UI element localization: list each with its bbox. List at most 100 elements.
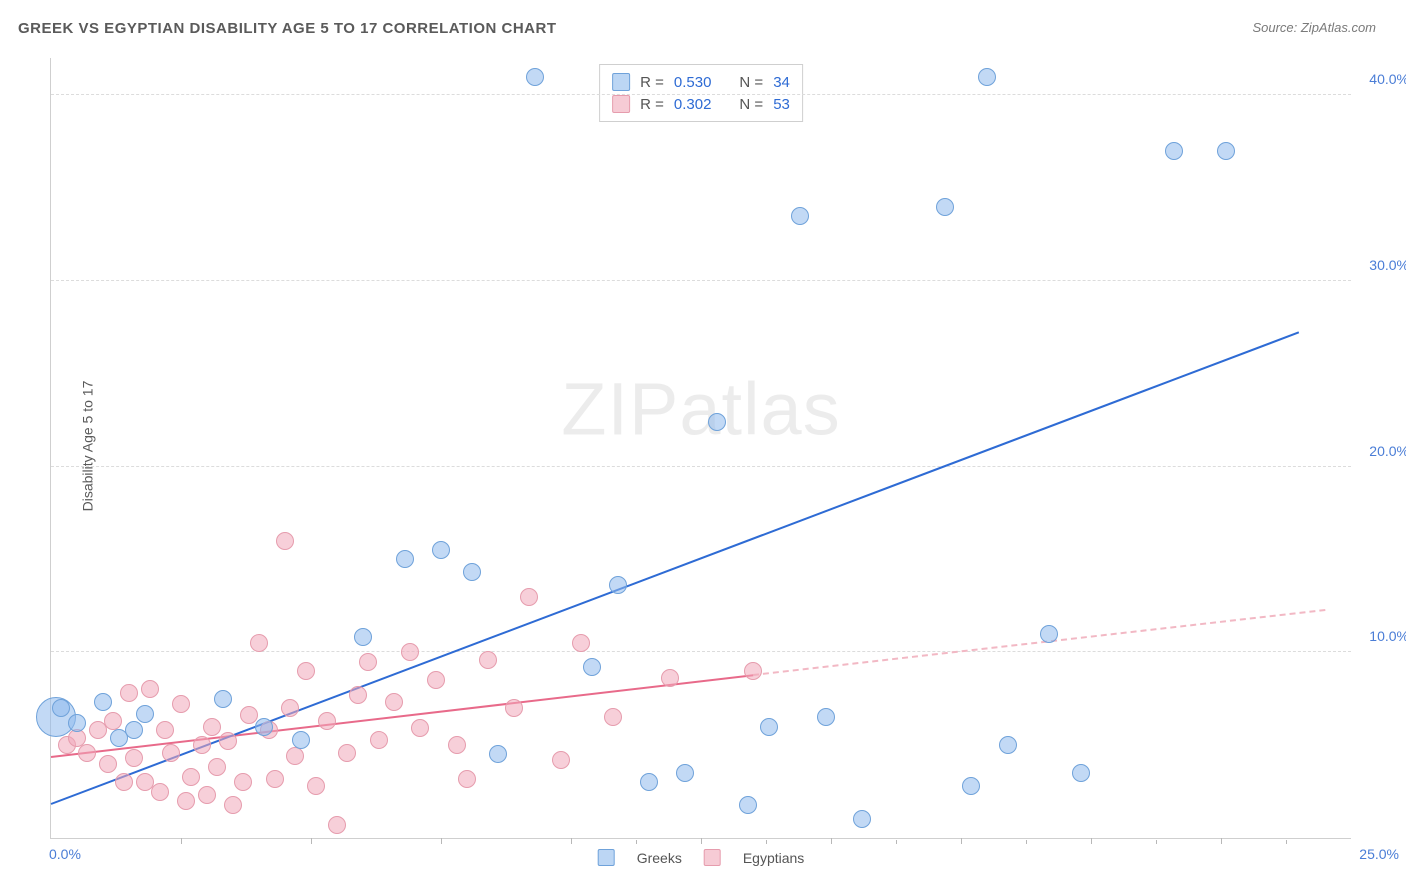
data-point-egyptians — [448, 736, 466, 754]
data-point-egyptians — [198, 786, 216, 804]
data-point-greeks — [255, 718, 273, 736]
series-legend: Greeks Egyptians — [598, 849, 805, 866]
data-point-egyptians — [224, 796, 242, 814]
data-point-egyptians — [99, 755, 117, 773]
y-tick-label: 20.0% — [1369, 443, 1406, 459]
data-point-egyptians — [172, 695, 190, 713]
data-point-egyptians — [281, 699, 299, 717]
data-point-greeks — [463, 563, 481, 581]
y-tick-label: 40.0% — [1369, 71, 1406, 87]
data-point-egyptians — [276, 532, 294, 550]
legend-row-egyptians: R = 0.302 N = 53 — [612, 93, 790, 115]
data-point-egyptians — [193, 736, 211, 754]
data-point-greeks — [962, 777, 980, 795]
data-point-greeks — [853, 810, 871, 828]
x-tick — [1026, 840, 1027, 844]
data-point-greeks — [1165, 142, 1183, 160]
data-point-greeks — [999, 736, 1017, 754]
x-tick — [896, 840, 897, 844]
x-tick — [961, 838, 962, 844]
x-tick — [571, 838, 572, 844]
data-point-greeks — [1040, 625, 1058, 643]
data-point-egyptians — [203, 718, 221, 736]
data-point-egyptians — [572, 634, 590, 652]
x-tick — [1221, 838, 1222, 844]
data-point-greeks — [1072, 764, 1090, 782]
swatch-pink-icon — [704, 849, 721, 866]
data-point-egyptians — [411, 719, 429, 737]
watermark: ZIPatlas — [561, 367, 840, 452]
x-tick — [1286, 840, 1287, 844]
source-attribution: Source: ZipAtlas.com — [1252, 20, 1376, 35]
data-point-egyptians — [141, 680, 159, 698]
x-tick — [1091, 838, 1092, 844]
chart-title: GREEK VS EGYPTIAN DISABILITY AGE 5 TO 17… — [18, 20, 557, 37]
data-point-egyptians — [318, 712, 336, 730]
data-point-greeks — [68, 714, 86, 732]
data-point-greeks — [978, 68, 996, 86]
trend-line-egyptians-extrapolated — [753, 609, 1325, 676]
data-point-egyptians — [286, 747, 304, 765]
data-point-greeks — [94, 693, 112, 711]
data-point-greeks — [817, 708, 835, 726]
legend-label-greeks: Greeks — [637, 850, 682, 866]
data-point-greeks — [125, 721, 143, 739]
legend-label-egyptians: Egyptians — [743, 850, 804, 866]
gridline — [51, 651, 1351, 652]
data-point-greeks — [526, 68, 544, 86]
data-point-egyptians — [552, 751, 570, 769]
x-axis-max-label: 25.0% — [1359, 846, 1399, 862]
x-tick — [701, 838, 702, 844]
data-point-egyptians — [250, 634, 268, 652]
data-point-greeks — [739, 796, 757, 814]
data-point-greeks — [292, 731, 310, 749]
data-point-egyptians — [385, 693, 403, 711]
data-point-egyptians — [359, 653, 377, 671]
data-point-egyptians — [151, 783, 169, 801]
x-tick — [181, 838, 182, 844]
data-point-egyptians — [182, 768, 200, 786]
data-point-egyptians — [240, 706, 258, 724]
x-tick — [766, 840, 767, 844]
swatch-pink-icon — [612, 95, 630, 113]
data-point-egyptians — [401, 643, 419, 661]
data-point-greeks — [708, 413, 726, 431]
data-point-greeks — [609, 576, 627, 594]
x-tick — [311, 838, 312, 844]
data-point-egyptians — [307, 777, 325, 795]
data-point-greeks — [136, 705, 154, 723]
data-point-egyptians — [505, 699, 523, 717]
data-point-greeks — [1217, 142, 1235, 160]
data-point-egyptians — [297, 662, 315, 680]
data-point-greeks — [676, 764, 694, 782]
data-point-egyptians — [520, 588, 538, 606]
x-axis-origin-label: 0.0% — [49, 846, 81, 862]
data-point-egyptians — [370, 731, 388, 749]
data-point-egyptians — [78, 744, 96, 762]
gridline — [51, 280, 1351, 281]
data-point-greeks — [52, 699, 70, 717]
data-point-egyptians — [125, 749, 143, 767]
correlation-legend: R = 0.530 N = 34 R = 0.302 N = 53 — [599, 64, 803, 122]
data-point-egyptians — [266, 770, 284, 788]
data-point-egyptians — [458, 770, 476, 788]
data-point-greeks — [791, 207, 809, 225]
data-point-greeks — [583, 658, 601, 676]
data-point-egyptians — [162, 744, 180, 762]
x-tick — [636, 840, 637, 844]
data-point-egyptians — [328, 816, 346, 834]
scatter-plot-area: ZIPatlas R = 0.530 N = 34 R = 0.302 N = … — [50, 58, 1351, 839]
data-point-greeks — [354, 628, 372, 646]
data-point-egyptians — [156, 721, 174, 739]
trend-line-greeks — [51, 331, 1300, 805]
data-point-egyptians — [604, 708, 622, 726]
data-point-egyptians — [234, 773, 252, 791]
data-point-greeks — [936, 198, 954, 216]
data-point-egyptians — [177, 792, 195, 810]
gridline — [51, 466, 1351, 467]
data-point-egyptians — [479, 651, 497, 669]
data-point-greeks — [396, 550, 414, 568]
data-point-egyptians — [744, 662, 762, 680]
data-point-egyptians — [338, 744, 356, 762]
data-point-greeks — [640, 773, 658, 791]
